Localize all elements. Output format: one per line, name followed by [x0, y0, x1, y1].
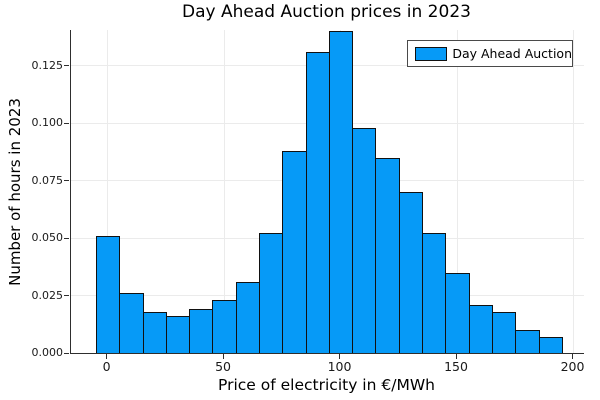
- legend-box: Day Ahead Auction: [407, 40, 573, 67]
- x-tick-mark: [106, 354, 108, 359]
- histogram-bar: [492, 311, 516, 353]
- histogram-bar: [399, 192, 423, 353]
- plot-area: [70, 30, 584, 354]
- y-tick-mark: [64, 65, 69, 67]
- x-gridline: [107, 30, 109, 353]
- x-tick-mark: [572, 354, 574, 359]
- legend-label: Day Ahead Auction: [452, 46, 572, 61]
- histogram-bar: [375, 157, 400, 353]
- x-tick-label: 50: [215, 359, 231, 374]
- histogram-bar: [259, 233, 283, 353]
- x-tick-mark: [339, 354, 341, 359]
- histogram-bar: [119, 293, 144, 353]
- histogram-bar: [352, 127, 376, 353]
- x-tick-mark: [455, 354, 457, 359]
- x-axis-label: Price of electricity in €/MWh: [218, 376, 435, 394]
- x-gridline: [573, 30, 575, 353]
- histogram-bar: [236, 281, 260, 353]
- x-gridline: [223, 30, 225, 353]
- histogram-bar: [515, 330, 540, 353]
- histogram-bar: [282, 150, 307, 353]
- histogram-bar: [445, 272, 470, 353]
- x-tick-label: 200: [560, 359, 585, 374]
- y-tick-label: 0.050: [31, 231, 64, 245]
- y-tick-label: 0.025: [31, 288, 64, 302]
- histogram-bar: [306, 51, 330, 353]
- x-tick-label: 100: [327, 359, 352, 374]
- x-tick-mark: [222, 354, 224, 359]
- y-tick-label: 0.125: [31, 58, 64, 72]
- y-tick-label: 0.100: [31, 116, 64, 130]
- histogram-bar: [212, 300, 237, 353]
- x-tick-label: 150: [444, 359, 468, 374]
- y-tick-mark: [64, 237, 69, 239]
- y-tick-label: 0.075: [31, 173, 64, 187]
- histogram-bar: [469, 304, 493, 353]
- histogram-bar: [166, 316, 190, 353]
- y-tick-mark: [64, 295, 69, 297]
- x-gridline: [456, 30, 458, 353]
- histogram-bar: [539, 336, 563, 353]
- y-tick-label: 0.000: [31, 346, 64, 359]
- y-tick-mark: [64, 122, 69, 124]
- x-tick-label: 0: [102, 359, 111, 374]
- chart-title: Day Ahead Auction prices in 2023: [182, 2, 471, 22]
- histogram-bar: [96, 235, 120, 353]
- histogram-bar: [189, 309, 213, 353]
- y-tick-mark: [64, 180, 69, 182]
- histogram-bar: [422, 233, 446, 353]
- y-axis-label: Number of hours in 2023: [6, 98, 24, 286]
- histogram-bar: [143, 311, 167, 353]
- legend-swatch: [415, 46, 448, 61]
- y-tick-mark: [64, 352, 69, 354]
- histogram-bar: [329, 31, 353, 353]
